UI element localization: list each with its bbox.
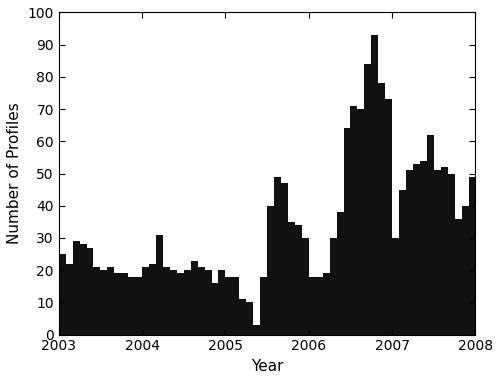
- Bar: [100, 270, 107, 335]
- Bar: [190, 261, 198, 335]
- Bar: [295, 225, 302, 335]
- Bar: [128, 277, 135, 335]
- Bar: [274, 177, 281, 335]
- Bar: [163, 267, 170, 335]
- Bar: [86, 248, 94, 335]
- Bar: [170, 270, 177, 335]
- Bar: [336, 212, 344, 335]
- Bar: [281, 183, 288, 335]
- Bar: [72, 241, 80, 335]
- Bar: [94, 267, 100, 335]
- Bar: [322, 274, 330, 335]
- Bar: [378, 83, 385, 335]
- Bar: [344, 128, 350, 335]
- Bar: [399, 190, 406, 335]
- Bar: [198, 267, 204, 335]
- Bar: [66, 264, 72, 335]
- Bar: [434, 170, 441, 335]
- Bar: [121, 274, 128, 335]
- Bar: [302, 238, 309, 335]
- Bar: [420, 161, 427, 335]
- Bar: [80, 245, 86, 335]
- Bar: [149, 264, 156, 335]
- Bar: [330, 238, 336, 335]
- Bar: [253, 325, 260, 335]
- Bar: [240, 299, 246, 335]
- Bar: [350, 106, 358, 335]
- Bar: [226, 277, 232, 335]
- Bar: [156, 235, 163, 335]
- Bar: [260, 277, 267, 335]
- Bar: [427, 135, 434, 335]
- Bar: [372, 35, 378, 335]
- Bar: [142, 267, 149, 335]
- Bar: [135, 277, 142, 335]
- Bar: [364, 64, 372, 335]
- Bar: [462, 206, 468, 335]
- Bar: [184, 270, 190, 335]
- Bar: [218, 270, 226, 335]
- Y-axis label: Number of Profiles: Number of Profiles: [7, 102, 22, 245]
- Bar: [392, 238, 399, 335]
- Bar: [288, 222, 295, 335]
- Bar: [212, 283, 218, 335]
- Bar: [413, 164, 420, 335]
- Bar: [177, 274, 184, 335]
- Bar: [406, 170, 413, 335]
- Bar: [232, 277, 239, 335]
- Bar: [309, 277, 316, 335]
- Bar: [468, 177, 475, 335]
- Bar: [204, 270, 212, 335]
- Bar: [441, 167, 448, 335]
- Bar: [108, 267, 114, 335]
- Bar: [358, 109, 364, 335]
- Bar: [448, 173, 454, 335]
- Bar: [246, 303, 253, 335]
- X-axis label: Year: Year: [251, 359, 284, 374]
- Bar: [385, 99, 392, 335]
- Bar: [316, 277, 322, 335]
- Bar: [454, 219, 462, 335]
- Bar: [267, 206, 274, 335]
- Bar: [58, 254, 66, 335]
- Bar: [114, 274, 121, 335]
